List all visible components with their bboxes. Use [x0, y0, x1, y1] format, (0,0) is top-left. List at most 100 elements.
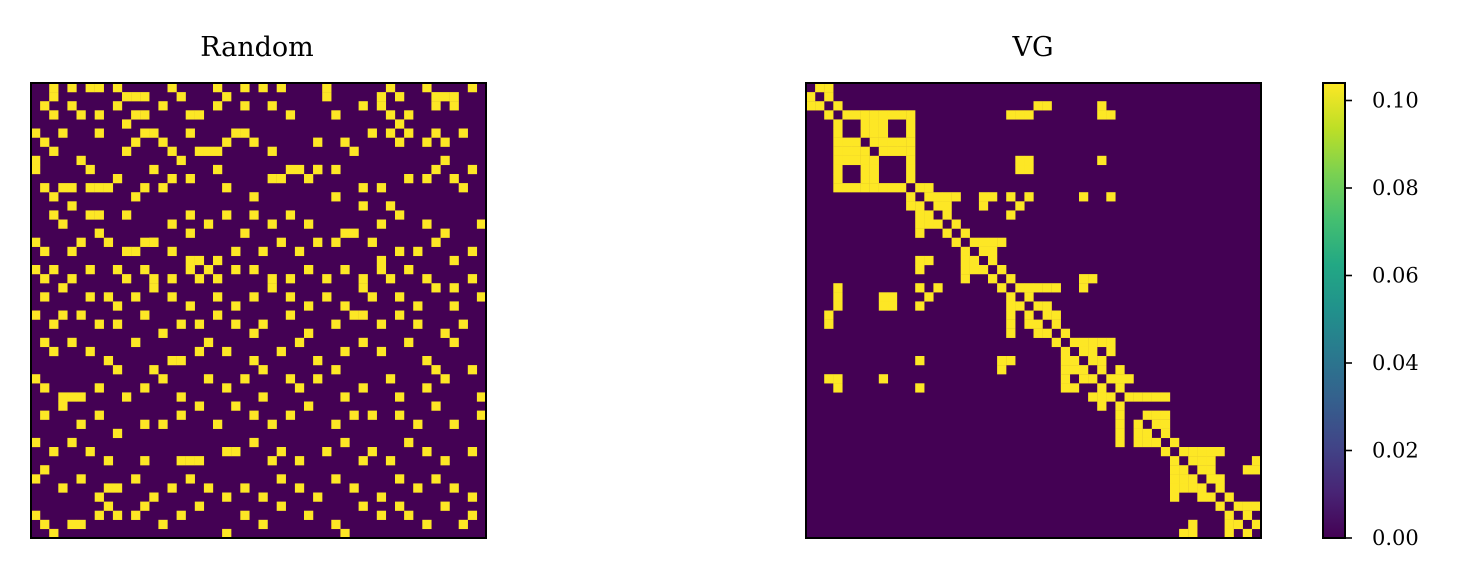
heatmap-cell	[1142, 410, 1152, 420]
heatmap-cell	[449, 255, 459, 266]
heatmap-cell	[449, 301, 459, 311]
heatmap-cell	[85, 83, 95, 93]
heatmap-cell	[878, 374, 889, 384]
heatmap-cell	[267, 146, 277, 156]
heatmap-cell	[304, 510, 314, 520]
heatmap-cell	[167, 146, 177, 156]
heatmap-cell	[449, 92, 459, 102]
heatmap-cell	[1042, 328, 1052, 338]
panel-title-vg: VG	[1011, 32, 1053, 63]
heatmap-cell	[431, 92, 441, 102]
heatmap-cell	[395, 310, 405, 320]
heatmap-cell	[58, 310, 68, 320]
heatmap-cell	[367, 447, 377, 457]
heatmap-cell	[404, 510, 414, 520]
heatmap-cell	[1069, 365, 1080, 375]
heatmap-cell	[158, 419, 168, 429]
heatmap-cell	[276, 447, 286, 457]
heatmap-cell	[94, 228, 104, 238]
heatmap-cell	[1015, 201, 1025, 211]
heatmap-cell	[49, 83, 59, 93]
heatmap-cell	[1024, 283, 1034, 293]
heatmap-cell	[322, 447, 332, 457]
heatmap-cell	[185, 128, 195, 138]
heatmap-cell	[395, 410, 405, 420]
heatmap-cell	[140, 92, 150, 102]
heatmap-cell	[385, 456, 396, 466]
heatmap-cell	[1197, 465, 1207, 475]
heatmap-cell	[76, 237, 86, 247]
heatmap-cell	[467, 510, 478, 520]
colorbar-tick-label: 0.04	[1372, 351, 1419, 375]
heatmap-cell	[449, 283, 459, 293]
heatmap-cell	[1069, 356, 1080, 366]
heatmap-cell	[833, 174, 843, 184]
heatmap-cell	[222, 528, 232, 539]
heatmap-cell	[869, 137, 879, 147]
heatmap-cell	[49, 447, 59, 457]
heatmap-cell	[1224, 528, 1234, 539]
heatmap-cell	[40, 292, 50, 302]
heatmap-cell	[358, 383, 368, 393]
heatmap-cell	[31, 310, 41, 320]
heatmap-cell	[149, 164, 159, 175]
heatmap-cell	[851, 183, 861, 193]
heatmap-cell	[1251, 501, 1262, 511]
heatmap-cell	[1006, 301, 1016, 311]
heatmap-cell	[185, 110, 195, 120]
colorbar: 0.00 0.02 0.04 0.06 0.08 0.10	[1322, 82, 1419, 550]
heatmap-cell	[276, 346, 286, 357]
heatmap-cell	[31, 164, 41, 175]
heatmap-cell	[1170, 492, 1180, 502]
heatmap-cell	[1097, 101, 1107, 111]
heatmap-cell	[176, 510, 186, 520]
heatmap-cell	[167, 483, 177, 493]
heatmap-cell	[367, 292, 377, 302]
heatmap-cell	[1197, 456, 1207, 466]
heatmap-cell	[249, 356, 259, 366]
heatmap-cell	[851, 155, 861, 166]
heatmap-panel-vg: VG	[805, 32, 1262, 539]
heatmap-cell	[49, 110, 59, 120]
heatmap-cell	[467, 246, 478, 257]
heatmap-cell	[58, 483, 68, 493]
heatmap-cell	[131, 110, 141, 120]
heatmap-cell	[869, 174, 879, 184]
heatmap-cell	[140, 310, 150, 320]
heatmap-cell	[1251, 456, 1262, 466]
heatmap-cells-random	[31, 83, 487, 539]
heatmap-cell	[331, 519, 341, 530]
heatmap-cell	[213, 274, 223, 284]
heatmap-cell	[1206, 474, 1216, 484]
heatmap-cell	[467, 164, 478, 175]
heatmap-cell	[167, 356, 177, 366]
heatmap-cell	[222, 92, 232, 102]
heatmap-cell	[924, 210, 934, 220]
heatmap-cell	[1006, 319, 1016, 329]
heatmap-cell	[313, 137, 323, 147]
heatmap-cell	[213, 310, 223, 320]
heatmap-cell	[824, 319, 834, 329]
heatmap-cell	[978, 237, 989, 247]
heatmap-cell	[1151, 410, 1162, 420]
heatmap-cell	[331, 319, 341, 329]
heatmap-cell	[1033, 319, 1043, 329]
heatmap-cell	[294, 246, 305, 257]
heatmap-cell	[149, 365, 159, 375]
heatmap-cell	[258, 246, 268, 257]
heatmap-cell	[40, 101, 50, 111]
heatmap-cell	[422, 447, 432, 457]
heatmap-cell	[213, 255, 223, 266]
heatmap-cell	[422, 356, 432, 366]
heatmap-cell	[833, 164, 843, 175]
heatmap-cell	[1079, 283, 1089, 293]
heatmap-cell	[249, 328, 259, 338]
heatmap-cell	[158, 374, 168, 384]
heatmap-cell	[131, 292, 141, 302]
heatmap-cell	[988, 192, 998, 202]
heatmap-cell	[860, 119, 870, 129]
heatmap-cell	[131, 474, 141, 484]
heatmap-cell	[358, 337, 368, 348]
heatmap-cell	[924, 219, 934, 229]
heatmap-cell	[276, 237, 286, 247]
